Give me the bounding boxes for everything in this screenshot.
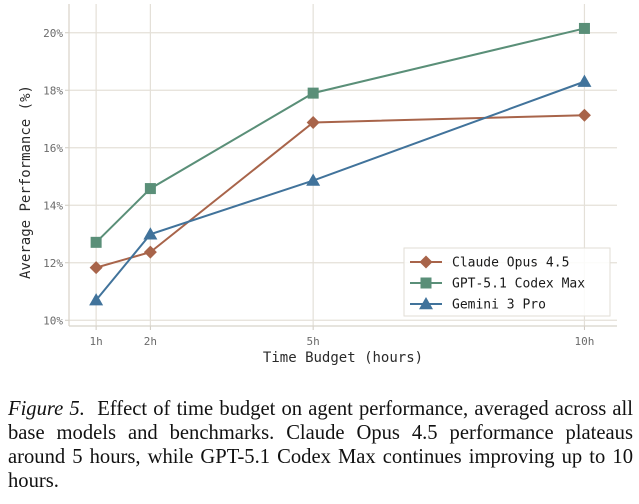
legend-marker-square-icon: [420, 277, 432, 289]
y-tick-label: 20%: [43, 27, 63, 40]
series-line: [95, 114, 585, 269]
y-tick-labels: 10% 12% 14% 16% 18% 20%: [43, 27, 63, 328]
data-point: [307, 87, 319, 99]
legend-item: Gemini 3 Pro: [410, 297, 546, 313]
data-point: [90, 236, 102, 248]
series-line: [95, 27, 585, 244]
data-point: [143, 245, 157, 259]
x-tick-label: 10h: [575, 335, 595, 348]
x-tick-labels: 1h 2h 5h 10h: [90, 335, 595, 348]
data-point: [143, 227, 158, 240]
y-tick-label: 14%: [43, 199, 63, 212]
data-point: [89, 261, 103, 275]
legend-label: Gemini 3 Pro: [452, 298, 546, 313]
x-axis-label: Time Budget (hours): [263, 350, 423, 366]
legend-item: Claude Opus 4.5: [410, 255, 569, 271]
data-point: [306, 173, 321, 186]
x-tick-label: 2h: [144, 335, 157, 348]
x-tick-label: 1h: [90, 335, 103, 348]
legend-item: GPT-5.1 Codex Max: [410, 277, 585, 292]
series-line: [95, 80, 585, 301]
data-point: [89, 293, 104, 306]
y-tick-label: 12%: [43, 257, 63, 270]
x-tick-label: 5h: [307, 335, 320, 348]
data-point: [144, 183, 156, 195]
legend-marker-triangle-icon: [419, 297, 433, 310]
y-tick-label: 16%: [43, 142, 63, 155]
legend: Claude Opus 4.5 GPT-5.1 Codex Max Gemini 3…: [403, 247, 611, 317]
data-point: [578, 22, 590, 34]
legend-marker-diamond-icon: [419, 255, 433, 269]
figure-caption: Figure 5. Effect of time budget on agent…: [8, 397, 633, 493]
legend-label: Claude Opus 4.5: [452, 256, 569, 271]
axes: [65, 4, 617, 330]
caption-text: Effect of time budget on agent performan…: [8, 398, 633, 492]
y-axis-label: Average Performance (%): [18, 85, 34, 279]
series-gemini-3-pro: [89, 74, 592, 306]
legend-label: GPT-5.1 Codex Max: [452, 277, 585, 292]
y-tick-label: 10%: [43, 314, 63, 327]
data-point: [577, 108, 591, 122]
line-chart: 10% 12% 14% 16% 18% 20% 1h 2h 5h 10h Average Per…: [18, 4, 617, 366]
figure-label: Figure 5.: [8, 398, 85, 420]
data-point: [306, 115, 320, 129]
series-group: [89, 22, 592, 306]
series-claude-opus-4-5: [89, 108, 591, 275]
series-gpt-5-1-codex-max: [90, 22, 590, 248]
data-point: [577, 74, 592, 87]
y-tick-label: 18%: [43, 84, 63, 97]
